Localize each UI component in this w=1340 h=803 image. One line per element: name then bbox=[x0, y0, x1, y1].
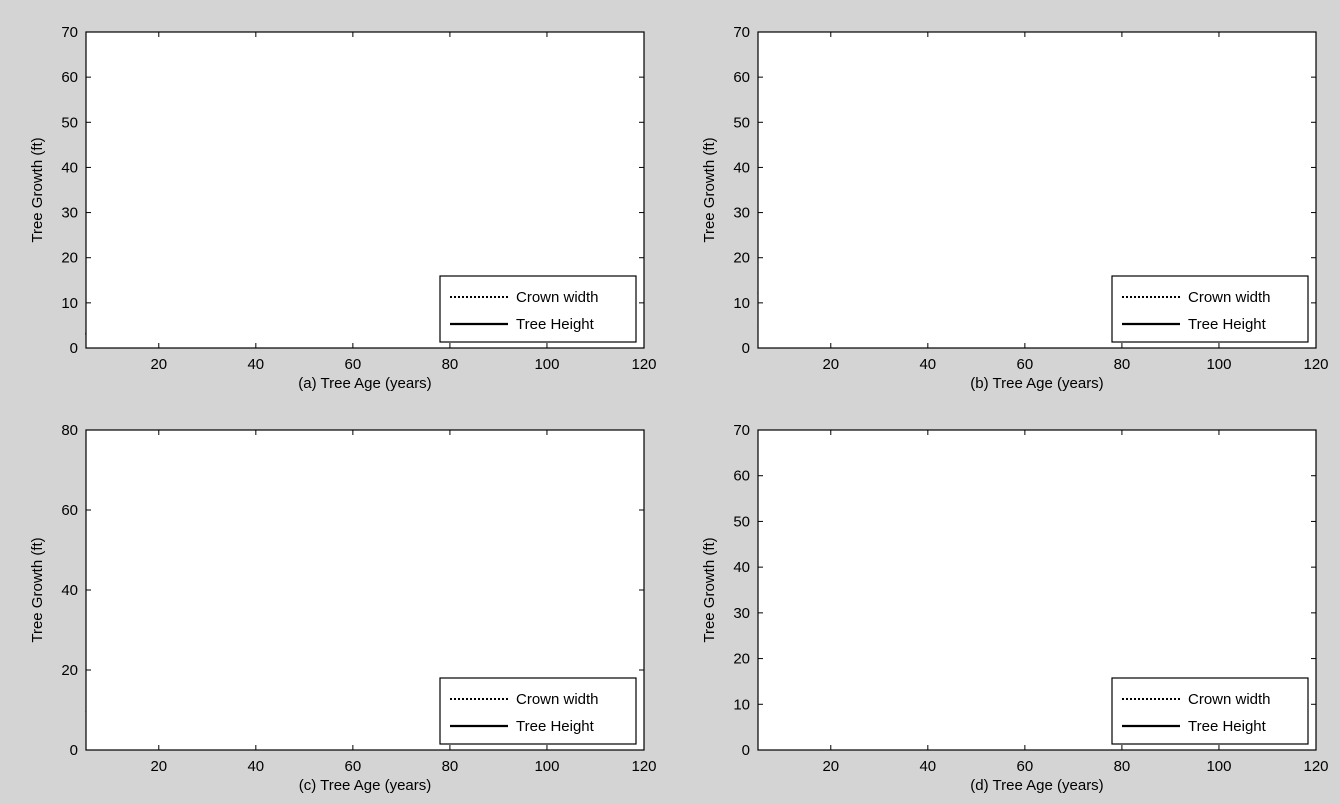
y-axis-label: Tree Growth (ft) bbox=[29, 537, 46, 642]
legend-label: Tree Height bbox=[516, 718, 595, 735]
legend-label: Crown width bbox=[1188, 691, 1271, 708]
y-tick-label: 50 bbox=[733, 114, 750, 131]
y-tick-label: 50 bbox=[61, 114, 78, 131]
y-tick-label: 20 bbox=[61, 662, 78, 679]
y-tick-label: 30 bbox=[61, 205, 78, 222]
x-tick-label: 80 bbox=[1114, 356, 1131, 373]
x-tick-label: 60 bbox=[345, 356, 362, 373]
y-tick-label: 70 bbox=[733, 24, 750, 41]
y-tick-label: 0 bbox=[70, 340, 78, 357]
x-tick-label: 40 bbox=[247, 758, 264, 775]
x-tick-label: 120 bbox=[631, 356, 656, 373]
x-axis-label: (d) Tree Age (years) bbox=[970, 777, 1103, 794]
legend-label: Tree Height bbox=[1188, 718, 1267, 735]
x-tick-label: 40 bbox=[919, 356, 936, 373]
y-axis-label: Tree Growth (ft) bbox=[29, 137, 46, 242]
legend-label: Tree Height bbox=[516, 316, 595, 333]
legend-label: Tree Height bbox=[1188, 316, 1267, 333]
y-tick-label: 40 bbox=[733, 559, 750, 576]
legend-label: Crown width bbox=[516, 289, 599, 306]
y-tick-label: 20 bbox=[733, 651, 750, 668]
y-tick-label: 60 bbox=[61, 69, 78, 86]
legend-box bbox=[1111, 275, 1309, 343]
y-axis-label: Tree Growth (ft) bbox=[701, 137, 718, 242]
x-axis-label: (c) Tree Age (years) bbox=[299, 777, 432, 794]
y-tick-label: 30 bbox=[733, 205, 750, 222]
x-axis-label: (a) Tree Age (years) bbox=[298, 375, 431, 392]
y-tick-label: 10 bbox=[733, 295, 750, 312]
y-tick-label: 0 bbox=[742, 742, 750, 759]
y-tick-label: 0 bbox=[742, 340, 750, 357]
chart-panel-4: 20 40 60 80 100 120 0 10 20 30 40 50 60 70 (d) Tree Ag… bbox=[701, 422, 1329, 794]
y-tick-label: 20 bbox=[733, 250, 750, 267]
legend-box bbox=[1111, 677, 1309, 745]
x-tick-label: 120 bbox=[631, 758, 656, 775]
y-tick-label: 40 bbox=[61, 159, 78, 176]
y-tick-label: 80 bbox=[61, 422, 78, 439]
x-tick-label: 20 bbox=[822, 758, 839, 775]
y-tick-label: 10 bbox=[733, 696, 750, 713]
y-tick-label: 10 bbox=[61, 295, 78, 312]
y-tick-label: 70 bbox=[61, 24, 78, 41]
y-tick-label: 30 bbox=[733, 605, 750, 622]
x-tick-label: 100 bbox=[1206, 356, 1231, 373]
x-axis-label: (b) Tree Age (years) bbox=[970, 375, 1103, 392]
x-tick-label: 60 bbox=[345, 758, 362, 775]
x-tick-label: 80 bbox=[442, 356, 459, 373]
chart-panel-2: 20 40 60 80 100 120 0 10 20 30 40 50 60 70 (b) Tree Ag… bbox=[701, 24, 1329, 392]
chart-panel-1: 20 40 60 80 100 120 0 10 20 30 40 50 60 70 (a) Tree Ag… bbox=[29, 24, 657, 392]
y-tick-label: 60 bbox=[733, 69, 750, 86]
legend-label: Crown width bbox=[1188, 289, 1271, 306]
y-tick-label: 50 bbox=[733, 513, 750, 530]
y-tick-label: 20 bbox=[61, 250, 78, 267]
x-tick-label: 20 bbox=[150, 356, 167, 373]
x-tick-label: 60 bbox=[1017, 356, 1034, 373]
y-axis-label: Tree Growth (ft) bbox=[701, 537, 718, 642]
x-tick-label: 100 bbox=[1206, 758, 1231, 775]
x-tick-label: 40 bbox=[247, 356, 264, 373]
x-tick-label: 40 bbox=[919, 758, 936, 775]
y-tick-label: 70 bbox=[733, 422, 750, 439]
x-tick-label: 80 bbox=[442, 758, 459, 775]
legend: Crown width Tree Height bbox=[439, 275, 637, 343]
x-tick-label: 120 bbox=[1303, 356, 1328, 373]
legend: Crown width Tree Height bbox=[1111, 677, 1309, 745]
x-tick-label: 120 bbox=[1303, 758, 1328, 775]
legend: Crown width Tree Height bbox=[1111, 275, 1309, 343]
y-tick-label: 40 bbox=[733, 159, 750, 176]
x-tick-label: 100 bbox=[534, 356, 559, 373]
x-tick-label: 60 bbox=[1017, 758, 1034, 775]
legend-box bbox=[439, 677, 637, 745]
x-tick-label: 100 bbox=[534, 758, 559, 775]
x-tick-label: 20 bbox=[150, 758, 167, 775]
legend-box bbox=[439, 275, 637, 343]
legend: Crown width Tree Height bbox=[439, 677, 637, 745]
y-tick-label: 0 bbox=[70, 742, 78, 759]
x-tick-label: 80 bbox=[1114, 758, 1131, 775]
y-tick-label: 60 bbox=[61, 502, 78, 519]
chart-panel-3: 20 40 60 80 100 120 0 20 40 60 80 (c) Tree Age (yea… bbox=[29, 422, 657, 794]
y-tick-label: 60 bbox=[733, 468, 750, 485]
x-tick-label: 20 bbox=[822, 356, 839, 373]
legend-label: Crown width bbox=[516, 691, 599, 708]
y-tick-label: 40 bbox=[61, 582, 78, 599]
